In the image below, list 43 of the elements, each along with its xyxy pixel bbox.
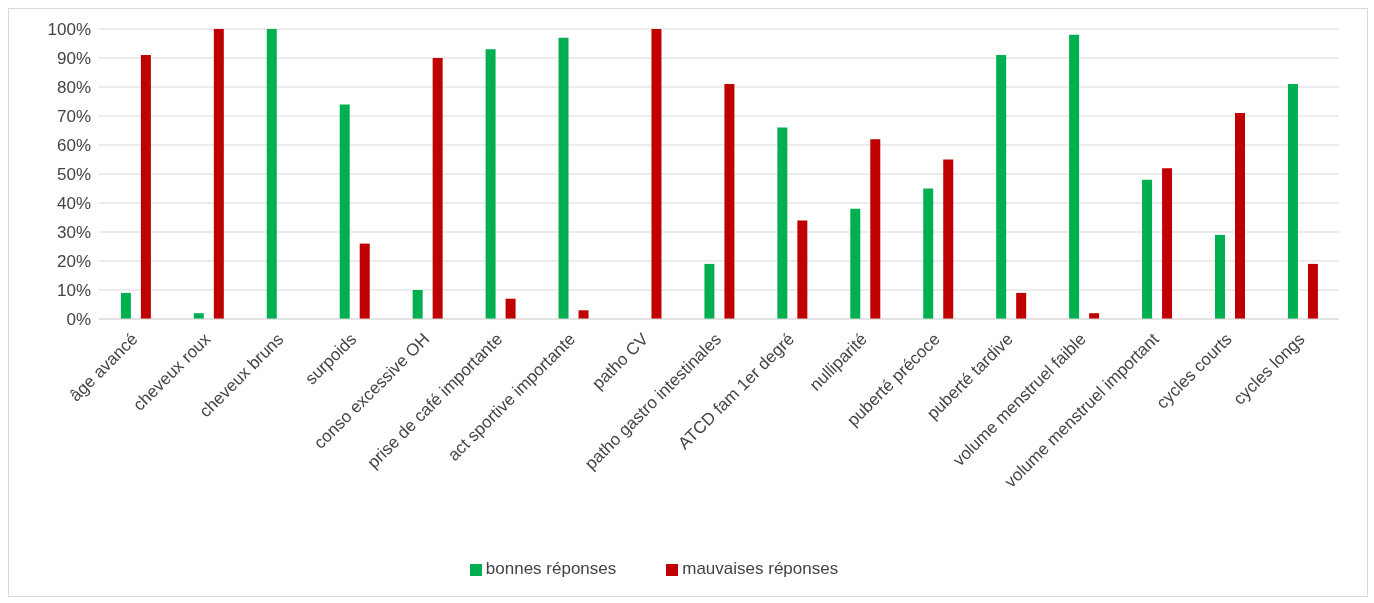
bar xyxy=(704,263,715,319)
bar xyxy=(266,29,277,319)
bar xyxy=(339,104,350,319)
y-tick-label: 90% xyxy=(56,49,91,69)
y-tick-label: 40% xyxy=(56,194,91,214)
y-tick-label: 70% xyxy=(56,107,91,127)
bar xyxy=(996,55,1007,319)
bar xyxy=(120,292,131,319)
bar xyxy=(432,58,443,319)
y-tick-label: 100% xyxy=(47,20,91,40)
legend-label: mauvaises réponses xyxy=(682,559,839,578)
bar xyxy=(412,290,423,319)
bar xyxy=(578,310,589,319)
bar xyxy=(870,139,881,319)
bar xyxy=(213,29,224,319)
y-tick-label: 50% xyxy=(56,165,91,185)
bar xyxy=(923,188,934,319)
y-tick-label: 10% xyxy=(56,281,91,301)
bar xyxy=(1287,84,1298,319)
y-tick-label: 80% xyxy=(56,78,91,98)
bar xyxy=(1307,263,1318,319)
bar xyxy=(777,127,788,319)
bar xyxy=(140,55,151,319)
bar xyxy=(724,84,735,319)
y-tick-label: 60% xyxy=(56,136,91,156)
bar xyxy=(359,243,370,319)
bar xyxy=(943,159,954,319)
bar xyxy=(1215,234,1225,319)
bar xyxy=(651,29,662,319)
bar xyxy=(485,49,496,319)
y-tick-label: 20% xyxy=(56,252,91,272)
bar xyxy=(797,220,808,319)
legend-label: bonnes réponses xyxy=(485,559,617,578)
bar xyxy=(1162,168,1173,319)
bar xyxy=(850,208,861,319)
bar xyxy=(558,37,569,319)
bar xyxy=(505,298,516,319)
bar xyxy=(1069,34,1080,319)
bar xyxy=(1016,292,1027,319)
bar xyxy=(1142,179,1153,319)
y-tick-label: 0% xyxy=(66,310,91,330)
y-tick-label: 30% xyxy=(56,223,91,243)
bar xyxy=(1235,113,1245,319)
